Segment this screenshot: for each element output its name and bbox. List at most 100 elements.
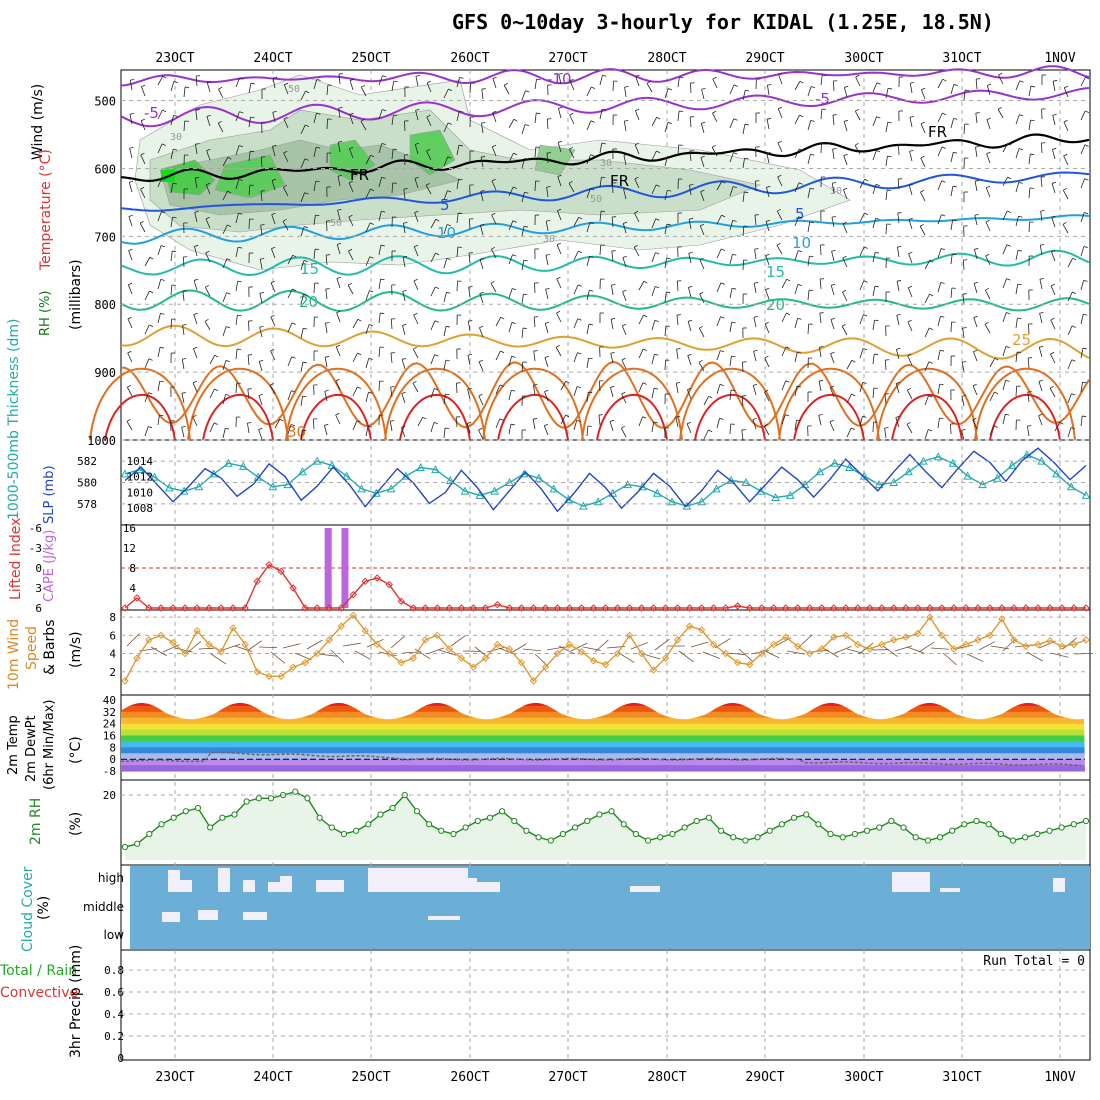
surface-wind-barb [186,641,202,654]
lifted-index-line-point [914,604,922,612]
wind-barb [1040,142,1043,154]
wind-barb [729,356,732,367]
wind-barb [895,417,900,428]
wind-barb-flag [162,109,167,113]
wind-speed-line-point [361,627,369,635]
wind-speed-line-point [529,677,538,685]
wind-barb-flag [458,178,463,181]
wind-barb [664,156,668,167]
wind-barb [534,113,537,124]
wind-barb [872,286,876,297]
wind-barb [170,420,172,432]
wind-barb [729,186,734,197]
precip-tick: 0.8 [104,964,124,977]
wind-barb-flag [381,176,386,179]
wind-barb [986,153,991,164]
wind-barb-flag [1018,215,1023,218]
wind-barb-flag [139,220,144,224]
wind-barb [300,226,305,237]
rh-line-point [158,821,165,828]
wind-barb [638,314,644,325]
rh-line-point [267,795,275,802]
rh-contour-label: 50 [330,218,342,229]
wind-barb [490,248,497,259]
lifted-index-line-point [673,604,682,612]
wind-barb [1063,121,1069,132]
wind-barb [521,260,525,271]
wind-barb [534,79,537,90]
wind-barb [269,385,276,395]
wind-barb-flag [492,110,497,113]
wind-barb [495,418,501,429]
isotherm-label: 5 [440,196,450,214]
wind-barb [337,176,341,187]
thickness-line-point [578,501,588,510]
wind-barb-flag [316,79,321,81]
wind-barb [754,249,757,260]
wind-barb [468,287,471,298]
wind-barb [193,348,198,359]
wind-barb-flag [479,325,484,329]
surface-wind-barb [282,643,301,649]
lifted-index-line-point [277,567,285,576]
wind-barb [204,321,211,331]
wind-speed-line-point [421,636,430,644]
wind-barb [676,315,679,326]
wind-barb [170,81,175,92]
wind-barbs [126,72,1090,441]
rh-line-point [255,795,262,802]
wind-barb [569,80,575,91]
wind-barb [962,328,965,339]
wind-barb-flag [206,148,211,151]
wind-speed-line-point [709,640,718,649]
wind-barb [794,114,800,125]
wind-barb [479,259,484,270]
surface-wind-barb [246,640,262,652]
wind-barb-flag [577,284,582,287]
wind-barb [300,124,306,135]
wind-barb-flag [569,112,574,116]
wind-barb-flag [986,117,991,120]
wind-barb [872,116,877,127]
wind-barb [700,157,705,168]
millibars-axis-label: (millibars) [68,259,84,330]
wind-barb [807,188,811,199]
wind-barb-flag [798,216,803,219]
panel-frame-precip [120,949,1091,1061]
wind-barb-flag [974,247,979,250]
wind-barb-flag [1039,345,1044,348]
wind-barb-flag [654,320,659,322]
surface-wind-barb [894,645,913,652]
wind-barb-flag [841,323,846,327]
wind-barb-flag [939,417,944,420]
wind-barb [819,279,822,290]
surface-wind-barb [1062,637,1078,650]
lifted-index-line-point [1070,604,1078,612]
wind-barb-flag [909,149,914,152]
wind-barb [622,223,627,234]
wind-barb-flag [786,312,791,316]
wind-barb [703,429,709,440]
wind-barb-flag [414,210,419,213]
wind-barb [698,362,705,372]
wind-barb [414,144,419,155]
wind-barb [556,278,562,289]
wind-barb [610,319,614,330]
wind-barb [546,153,549,164]
wind-barb [313,215,316,226]
wind-barb [984,324,991,334]
slp-line [124,447,1087,513]
wind-barb [235,77,241,88]
wind-barb [534,147,537,158]
wind-barb [638,281,645,291]
wind-barb-flag [237,246,243,249]
wind-barb [248,117,251,128]
wind-barb-flag [876,82,881,85]
wind-speed-line-point [613,649,622,658]
wind-barb [413,314,419,325]
wind-tick: 6 [109,629,116,642]
wind-barb-flag [721,248,726,251]
wind-barb [378,177,382,188]
wind-barb [430,354,435,365]
rh-line-point [863,827,871,834]
